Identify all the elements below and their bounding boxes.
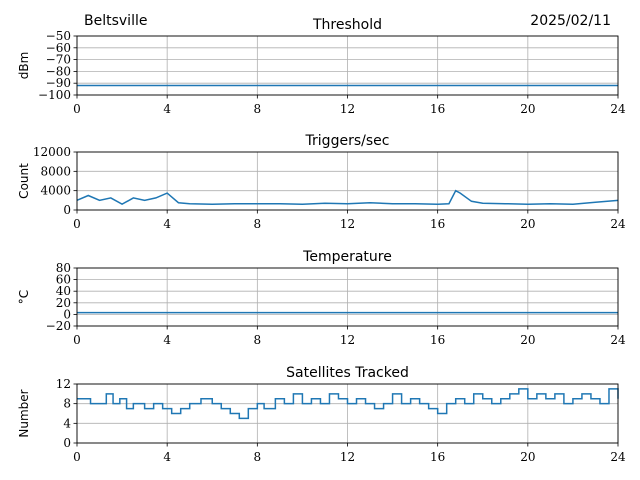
chart-title: Triggers/sec — [305, 133, 390, 149]
y-tick-label: 8 — [63, 397, 71, 411]
x-tick-label: 0 — [73, 102, 81, 116]
x-tick-label: 0 — [73, 450, 81, 464]
y-tick-label: 80 — [56, 261, 71, 275]
y-tick-label: 0 — [63, 307, 71, 321]
y-tick-label: 20 — [56, 296, 71, 310]
date-label: 2025/02/11 — [530, 13, 611, 29]
y-axis-label: Count — [17, 163, 31, 199]
x-tick-label: 12 — [340, 217, 355, 231]
x-tick-label: 20 — [520, 333, 535, 347]
series-line-1 — [77, 388, 619, 420]
x-tick-label: 24 — [610, 217, 626, 231]
x-tick-label: 8 — [254, 333, 262, 347]
y-tick-label: 0 — [63, 203, 71, 217]
x-tick-label: 24 — [610, 102, 626, 116]
x-tick-label: 20 — [520, 102, 535, 116]
chart-title: Threshold — [312, 17, 382, 33]
x-tick-label: 12 — [340, 333, 355, 347]
x-tick-label: 20 — [520, 217, 535, 231]
y-tick-label: 12 — [56, 377, 71, 391]
x-tick-label: 4 — [163, 102, 171, 116]
x-tick-label: 20 — [520, 450, 535, 464]
y-tick-label: 0 — [63, 436, 71, 450]
x-tick-label: 4 — [163, 450, 171, 464]
y-tick-label: 4000 — [40, 184, 71, 198]
y-axis-label: Number — [17, 389, 31, 437]
x-tick-label: 8 — [254, 217, 262, 231]
x-tick-label: 0 — [73, 217, 81, 231]
x-tick-label: 24 — [610, 450, 626, 464]
x-tick-label: 16 — [430, 333, 445, 347]
y-tick-label: −20 — [46, 319, 71, 333]
x-tick-label: 12 — [340, 102, 355, 116]
y-tick-label: 40 — [56, 284, 71, 298]
series-line-1 — [76, 189, 619, 206]
chart-panel-1: 0 4 8 12 16 20 24 −100−90−80−70−60−50 Threshold d… — [17, 17, 626, 116]
y-tick-label: −70 — [46, 53, 71, 67]
x-tick-label: 0 — [73, 333, 81, 347]
chart-panel-2: 0 4 8 12 16 20 24 0 4000 8000 12000 Triggers/sec Cou… — [17, 133, 626, 231]
x-tick-label: 4 — [163, 333, 171, 347]
y-tick-label: 12000 — [33, 145, 71, 159]
x-tick-label: 24 — [610, 333, 626, 347]
y-tick-label: 8000 — [40, 164, 71, 178]
x-tick-label: 16 — [430, 217, 445, 231]
chart-title: Temperature — [302, 249, 392, 265]
chart-panel-4: 0 4 8 12 16 20 24 0 4 8 12 Satellites Tracked Number — [17, 365, 626, 464]
chart-title: Satellites Tracked — [286, 365, 409, 381]
x-tick-label: 16 — [430, 450, 445, 464]
y-tick-label: 60 — [56, 273, 71, 287]
x-tick-label: 4 — [163, 217, 171, 231]
y-tick-label: −60 — [46, 41, 71, 55]
x-tick-label: 8 — [254, 450, 262, 464]
y-tick-label: −90 — [46, 76, 71, 90]
x-tick-label: 16 — [430, 102, 445, 116]
location-label: Beltsville — [84, 13, 148, 29]
x-tick-label: 12 — [340, 450, 355, 464]
y-tick-label: −80 — [46, 64, 71, 78]
y-axis-label: dBm — [17, 52, 31, 80]
x-tick-label: 8 — [254, 102, 262, 116]
y-tick-label: 4 — [63, 416, 71, 430]
y-tick-label: −50 — [46, 29, 71, 43]
y-axis-label: °C — [17, 290, 31, 304]
y-tick-label: −100 — [38, 88, 71, 102]
